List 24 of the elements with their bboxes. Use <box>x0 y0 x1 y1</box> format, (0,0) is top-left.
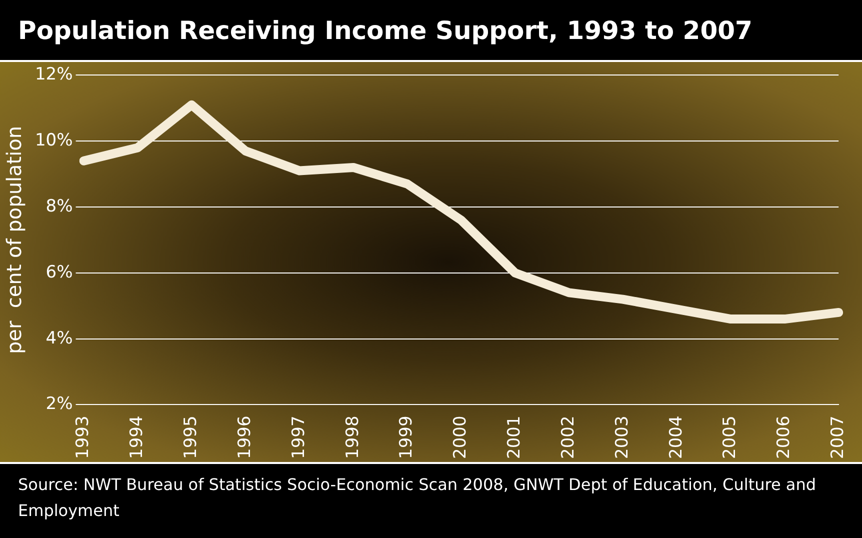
chart-title: Population Receiving Income Support, 1993 to 2007 <box>0 0 862 62</box>
y-axis-title: per cent of population <box>2 126 26 354</box>
x-tick-label: 1998 <box>342 416 363 459</box>
y-tick-label: 12% <box>34 64 73 85</box>
x-tick-label: 1994 <box>127 416 148 459</box>
x-tick-label: 2005 <box>720 416 740 459</box>
source-note: Source: NWT Bureau of Statistics Socio-Economic Scan 2008, GNWT Dept of Education, Culture and Employment <box>18 474 817 522</box>
x-tick-label: 2006 <box>774 416 794 459</box>
x-tick-label: 2004 <box>666 416 686 459</box>
y-tick-label: 2% <box>46 394 73 414</box>
x-tick-label: 1999 <box>396 416 417 459</box>
y-tick-label: 8% <box>46 196 73 216</box>
y-tick-label: 4% <box>46 328 73 348</box>
x-tick-label: 1995 <box>181 416 202 459</box>
x-tick-label: 2007 <box>828 416 848 459</box>
x-tick-label: 1997 <box>288 416 309 459</box>
x-tick-label: 2001 <box>504 416 525 459</box>
x-tick-label: 1993 <box>73 416 94 459</box>
x-tick-label: 2000 <box>450 416 471 459</box>
x-tick-label: 2003 <box>612 416 632 459</box>
x-tick-label: 2002 <box>558 416 578 459</box>
y-tick-label: 10% <box>34 130 73 151</box>
x-tick-label: 1996 <box>234 416 255 459</box>
y-tick-label: 6% <box>46 262 73 282</box>
